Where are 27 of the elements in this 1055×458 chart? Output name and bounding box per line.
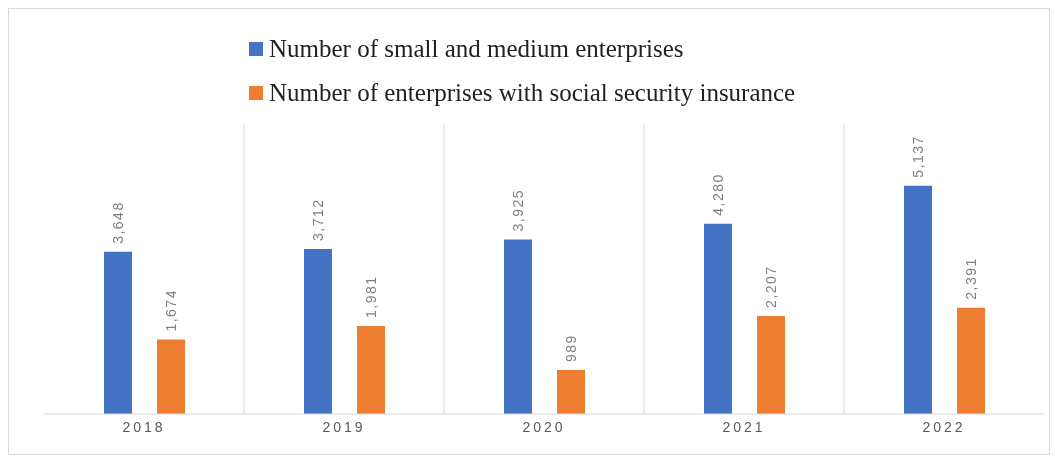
bar — [357, 325, 385, 414]
bar — [957, 307, 985, 414]
data-label: 5,137 — [910, 135, 926, 178]
legend-label: Number of enterprises with social security insurance — [269, 79, 796, 107]
bar — [504, 239, 532, 414]
data-label: 989 — [563, 334, 579, 363]
bar — [557, 370, 585, 414]
data-label: 1,981 — [363, 275, 379, 318]
data-label: 2,391 — [963, 257, 979, 300]
data-label: 3,925 — [510, 188, 526, 232]
bar — [704, 223, 732, 414]
data-label: 2,207 — [763, 265, 779, 308]
bar — [157, 339, 185, 414]
x-tick-label: 2022 — [922, 418, 966, 435]
bar — [104, 251, 132, 414]
data-label: 4,280 — [710, 173, 726, 216]
data-label: 3,648 — [110, 201, 126, 244]
x-tick-label: 2021 — [722, 418, 766, 435]
x-tick-label: 2018 — [122, 418, 166, 435]
data-label: 3,712 — [310, 198, 326, 241]
bar — [757, 315, 785, 414]
x-tick-label: 2019 — [322, 418, 366, 435]
legend-label: Number of small and medium enterprises — [269, 35, 684, 63]
data-label: 1,674 — [163, 289, 179, 332]
x-tick-label: 2020 — [522, 418, 566, 435]
bar — [904, 185, 932, 414]
bar — [304, 249, 332, 414]
